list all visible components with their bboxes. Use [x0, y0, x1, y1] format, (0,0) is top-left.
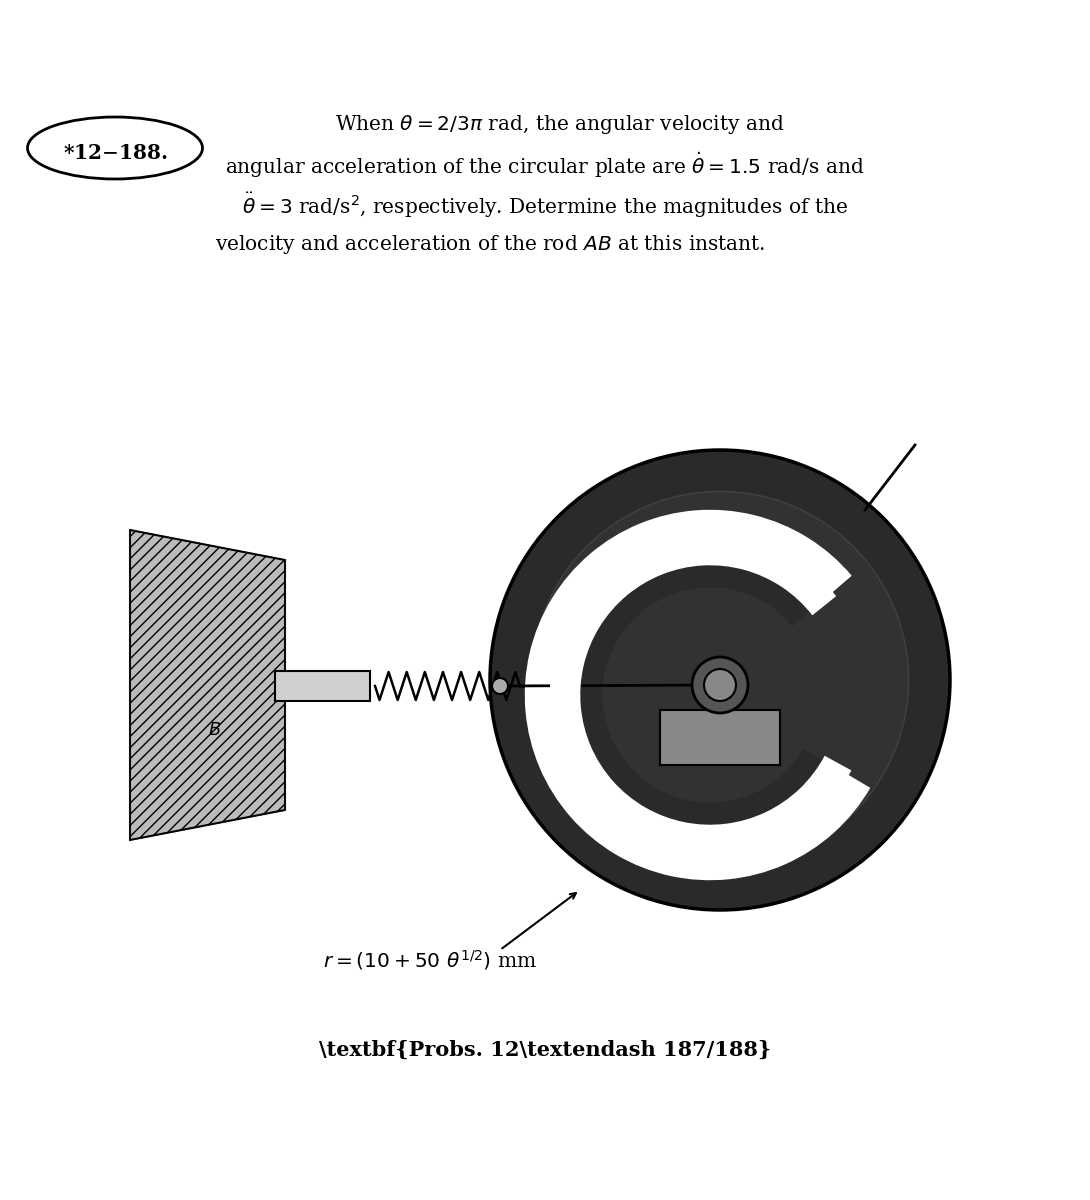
- FancyBboxPatch shape: [275, 671, 370, 701]
- Circle shape: [492, 678, 508, 694]
- Circle shape: [490, 450, 950, 910]
- Circle shape: [704, 670, 736, 701]
- Polygon shape: [130, 530, 284, 840]
- Text: velocity and acceleration of the rod $AB$ at this instant.: velocity and acceleration of the rod $AB…: [215, 234, 765, 257]
- Circle shape: [692, 658, 748, 713]
- Text: $r = (10 + 50\ \theta^{1/2})$ mm: $r = (10 + 50\ \theta^{1/2})$ mm: [323, 948, 537, 972]
- Text: $\ddot\theta = 3$ rad/s$^2$, respectively. Determine the magnitudes of the: $\ddot\theta = 3$ rad/s$^2$, respectivel…: [242, 191, 848, 220]
- Circle shape: [532, 492, 909, 869]
- Text: *12$-$188.: *12$-$188.: [62, 143, 168, 163]
- FancyBboxPatch shape: [661, 710, 780, 766]
- Text: angular acceleration of the circular plate are $\dot\theta = 1.5$ rad/s and: angular acceleration of the circular pla…: [226, 150, 864, 180]
- Text: \textbf{Probs. 12\textendash 187/188}: \textbf{Probs. 12\textendash 187/188}: [319, 1040, 771, 1060]
- Text: $B$: $B$: [208, 721, 221, 739]
- Text: When $\theta = 2/3\pi$ rad, the angular velocity and: When $\theta = 2/3\pi$ rad, the angular …: [336, 114, 785, 137]
